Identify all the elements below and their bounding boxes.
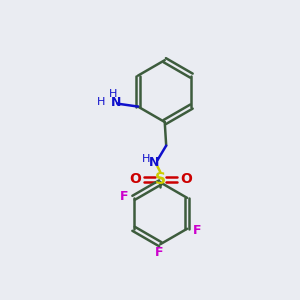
Text: H: H: [109, 89, 118, 99]
Text: F: F: [154, 246, 163, 259]
Text: S: S: [155, 172, 166, 187]
Text: O: O: [129, 172, 141, 186]
Text: F: F: [193, 224, 201, 237]
Text: H: H: [97, 97, 105, 107]
Text: F: F: [120, 190, 128, 203]
Text: N: N: [111, 96, 121, 109]
Text: H: H: [142, 154, 150, 164]
Text: O: O: [180, 172, 192, 186]
Text: N: N: [148, 156, 159, 169]
